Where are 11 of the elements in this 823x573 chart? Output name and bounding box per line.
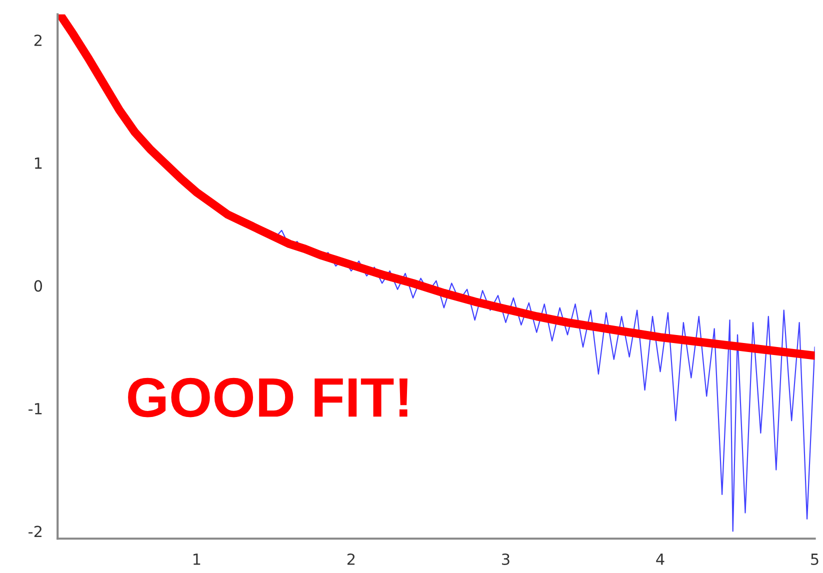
x-tick-label: 5 (811, 554, 818, 566)
x-tick-label: 2 (347, 553, 355, 565)
annotation: GOOD FIT! (128, 378, 408, 418)
y-tick-label: -1 (28, 403, 42, 414)
x-tick-label: 1 (194, 554, 200, 565)
y-tick-label: -2 (28, 526, 42, 538)
x-tick-label: 4 (656, 554, 664, 565)
y-tick-label: 2 (34, 34, 42, 46)
y-tick-label: 0 (34, 280, 42, 292)
y-tick-label: 1 (34, 158, 42, 169)
x-tick-label: 3 (502, 553, 510, 566)
